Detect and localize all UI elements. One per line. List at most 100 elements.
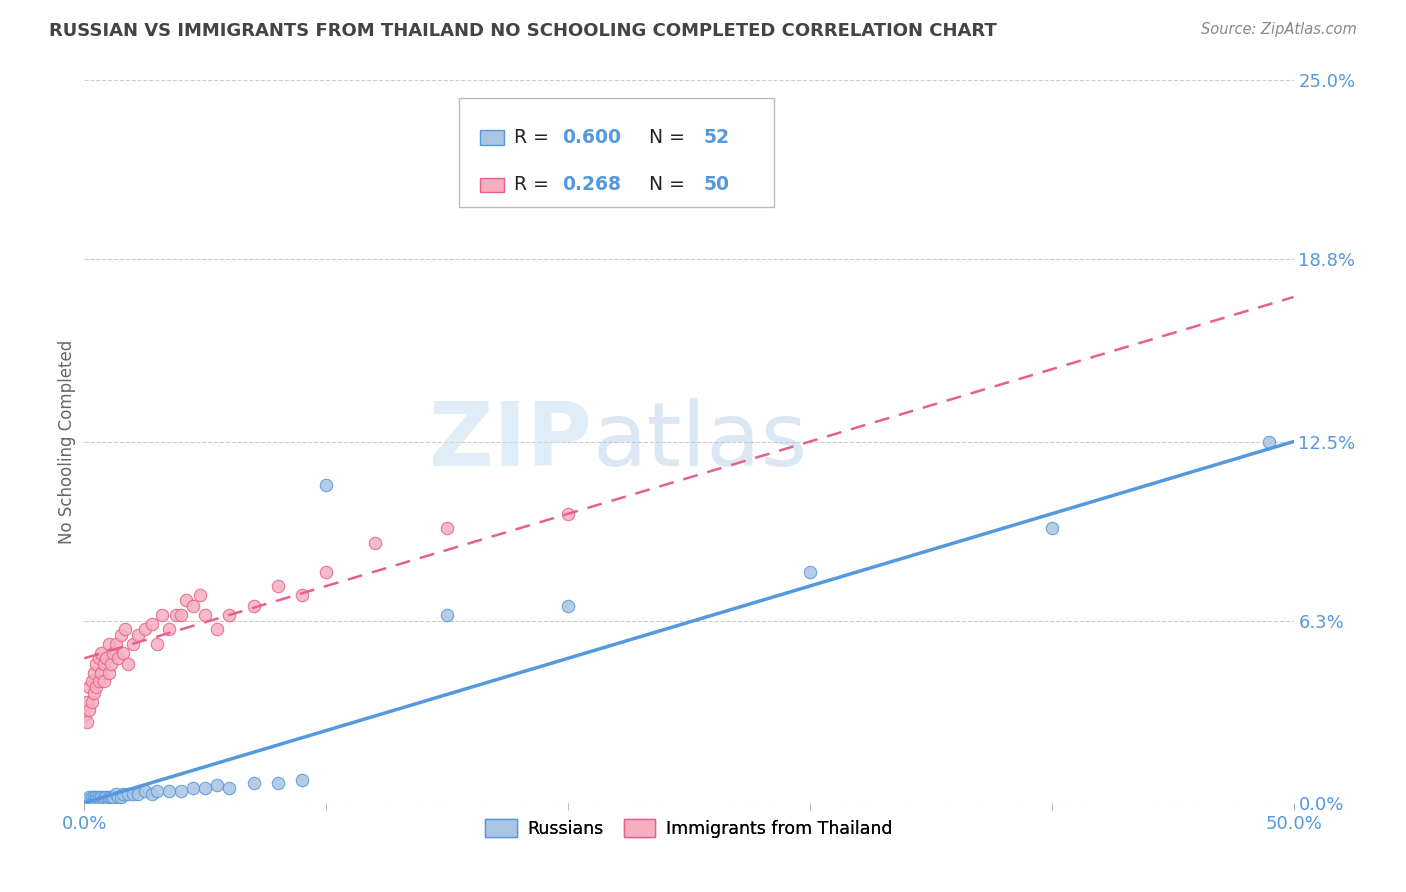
Point [127, 787, 149, 801]
Point [90, 665, 112, 680]
Point [218, 607, 240, 622]
Point [87, 674, 110, 689]
Point [363, 535, 385, 549]
Point [112, 646, 135, 660]
Point [150, 607, 173, 622]
Point [1040, 521, 1063, 535]
Point [134, 623, 156, 637]
Point [100, 790, 122, 805]
Point [107, 651, 129, 665]
Point [107, 790, 129, 805]
Point [157, 784, 180, 798]
Point [110, 790, 132, 805]
Point [267, 775, 290, 789]
Point [87, 793, 110, 807]
Point [315, 565, 337, 579]
Point [87, 790, 110, 805]
Point [121, 787, 143, 801]
Legend: Russians, Immigrants from Thailand: Russians, Immigrants from Thailand [478, 812, 900, 845]
Point [218, 781, 240, 796]
Point [77, 793, 100, 807]
Point [93, 793, 115, 807]
Point [83, 686, 105, 700]
Point [799, 565, 821, 579]
Point [242, 775, 264, 789]
Point [127, 628, 149, 642]
Point [93, 790, 115, 805]
Point [80, 695, 103, 709]
Point [141, 787, 163, 801]
Text: RUSSIAN VS IMMIGRANTS FROM THAILAND NO SCHOOLING COMPLETED CORRELATION CHART: RUSSIAN VS IMMIGRANTS FROM THAILAND NO S… [49, 22, 997, 40]
Text: 52: 52 [703, 128, 730, 147]
Point [83, 665, 105, 680]
Point [86, 790, 108, 805]
Point [90, 793, 112, 807]
Point [97, 665, 120, 680]
Point [170, 784, 193, 798]
Text: 0.600: 0.600 [562, 128, 621, 147]
Point [557, 507, 579, 521]
Text: 0.268: 0.268 [562, 176, 621, 194]
Point [170, 607, 193, 622]
Point [80, 674, 103, 689]
Point [165, 607, 187, 622]
FancyBboxPatch shape [460, 98, 773, 207]
Point [77, 790, 100, 805]
Point [103, 646, 125, 660]
Point [97, 793, 120, 807]
Point [76, 793, 98, 807]
Point [83, 796, 105, 810]
Point [77, 703, 100, 717]
Point [194, 781, 217, 796]
Point [80, 796, 103, 810]
Point [315, 478, 337, 492]
Point [86, 793, 108, 807]
Point [87, 651, 110, 665]
Point [190, 588, 212, 602]
Point [77, 796, 100, 810]
Point [90, 646, 112, 660]
Point [76, 714, 98, 729]
Point [181, 781, 204, 796]
Point [86, 657, 108, 671]
Point [557, 599, 579, 614]
Point [104, 787, 127, 801]
Text: Source: ZipAtlas.com: Source: ZipAtlas.com [1201, 22, 1357, 37]
Point [110, 628, 132, 642]
Point [141, 616, 163, 631]
Point [181, 599, 204, 614]
Text: atlas: atlas [592, 398, 807, 485]
Point [174, 593, 197, 607]
Point [73, 709, 96, 723]
Text: R =: R = [513, 128, 554, 147]
Point [80, 790, 103, 805]
Point [134, 784, 156, 798]
Point [73, 796, 96, 810]
Point [207, 623, 229, 637]
Point [114, 623, 136, 637]
Text: 50: 50 [703, 176, 730, 194]
Point [194, 607, 217, 622]
Point [90, 790, 112, 805]
Text: N =: N = [637, 176, 690, 194]
Point [94, 651, 117, 665]
Text: ZIP: ZIP [429, 398, 592, 485]
Point [242, 599, 264, 614]
Text: R =: R = [513, 176, 554, 194]
Point [207, 779, 229, 793]
Point [83, 790, 105, 805]
Point [97, 790, 120, 805]
Point [93, 674, 115, 689]
Point [86, 793, 108, 807]
Point [1258, 434, 1281, 449]
FancyBboxPatch shape [479, 178, 503, 192]
Point [100, 657, 122, 671]
Point [117, 657, 139, 671]
Point [436, 521, 458, 535]
Point [83, 793, 105, 807]
Point [146, 784, 169, 798]
Point [104, 637, 127, 651]
Point [157, 623, 180, 637]
FancyBboxPatch shape [479, 130, 503, 145]
Point [76, 793, 98, 807]
